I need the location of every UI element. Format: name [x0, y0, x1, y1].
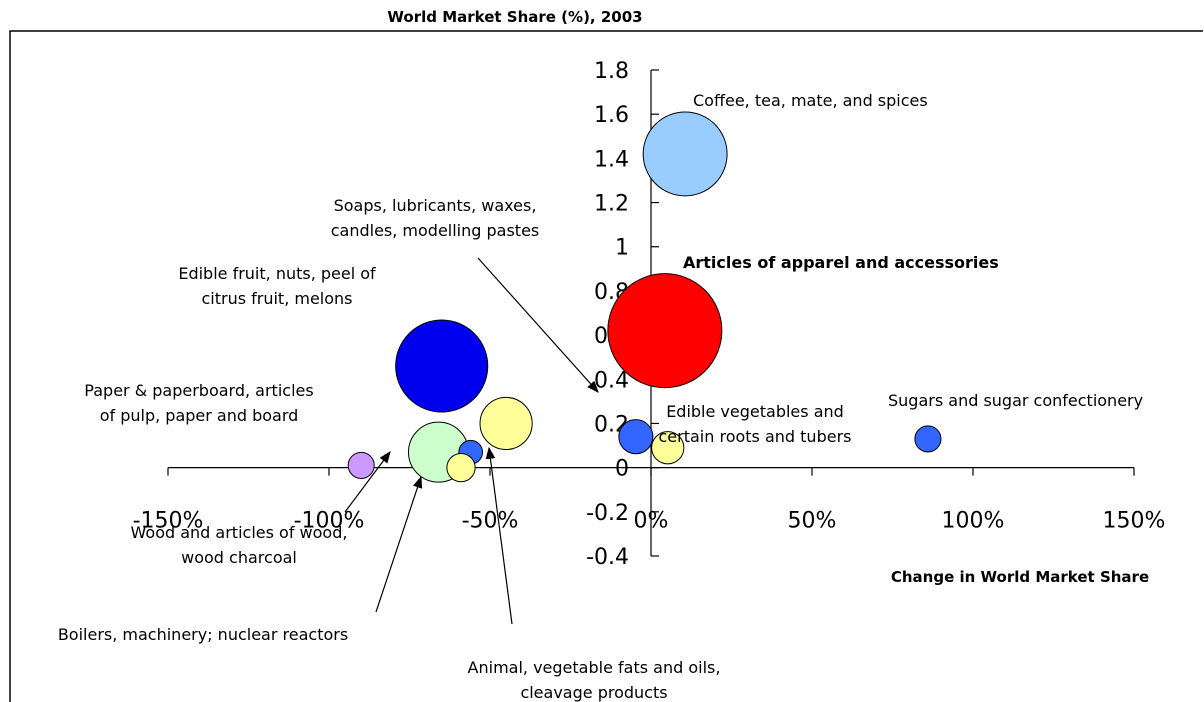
- y-tick-label: 1.4: [594, 147, 629, 172]
- y-tick-label: 1.6: [594, 103, 629, 128]
- y-tick-label: 1: [615, 236, 629, 261]
- bubble: [607, 273, 723, 389]
- y-tick-label: -0.2: [586, 501, 629, 526]
- annotation: Coffee, tea, mate, and spices: [693, 91, 928, 110]
- x-tick-label: 150%: [1103, 509, 1166, 534]
- x-tick-label: -100%: [294, 509, 365, 534]
- arrow: [375, 475, 423, 613]
- annotation: of pulp, paper and board: [100, 406, 299, 425]
- annotation: Edible vegetables and: [666, 402, 844, 421]
- x-tick-label: 50%: [788, 509, 837, 534]
- x-tick-label: -50%: [462, 509, 519, 534]
- bubble: [914, 425, 942, 453]
- annotation: Animal, vegetable fats and oils,: [468, 658, 721, 677]
- bubble: [347, 451, 375, 479]
- annotation: citrus fruit, melons: [201, 289, 352, 308]
- y-tick-label: 0.4: [594, 368, 629, 393]
- annotation: wood charcoal: [181, 548, 297, 567]
- y-tick-label: -0.4: [586, 545, 629, 570]
- bubble: [395, 319, 489, 413]
- x-tick-label: 0%: [634, 509, 669, 534]
- annotation: candles, modelling pastes: [331, 221, 540, 240]
- annotation: Edible fruit, nuts, peel of: [178, 264, 376, 283]
- x-tick-label: 100%: [942, 509, 1005, 534]
- y-tick-label: 0: [615, 457, 629, 482]
- chart-title: World Market Share (%), 2003: [387, 8, 642, 26]
- annotation: Paper & paperboard, articles: [84, 381, 313, 400]
- annotation: certain roots and tubers: [659, 427, 852, 446]
- annotation: cleavage products: [520, 683, 667, 702]
- frame: [9, 30, 1203, 702]
- x-axis-title: Change in World Market Share: [891, 568, 1149, 586]
- bubble: [446, 452, 476, 483]
- bubble: [479, 396, 533, 451]
- x-tick-label: -150%: [133, 509, 204, 534]
- arrow: [485, 446, 513, 625]
- annotation: Sugars and sugar confectionery: [888, 391, 1143, 410]
- annotation: Soaps, lubricants, waxes,: [334, 196, 537, 215]
- arrows: [344, 257, 599, 625]
- annotation: Boilers, machinery; nuclear reactors: [58, 625, 348, 644]
- bubble: [642, 111, 728, 197]
- y-tick-label: 1.8: [594, 59, 629, 84]
- annotation: Articles of apparel and accessories: [683, 253, 999, 272]
- arrow: [477, 257, 599, 393]
- bubble: [651, 431, 685, 465]
- arrow: [344, 451, 391, 513]
- annotation: Wood and articles of wood,: [131, 523, 348, 542]
- bubble: [618, 419, 654, 455]
- y-tick-label: 1.2: [594, 192, 629, 217]
